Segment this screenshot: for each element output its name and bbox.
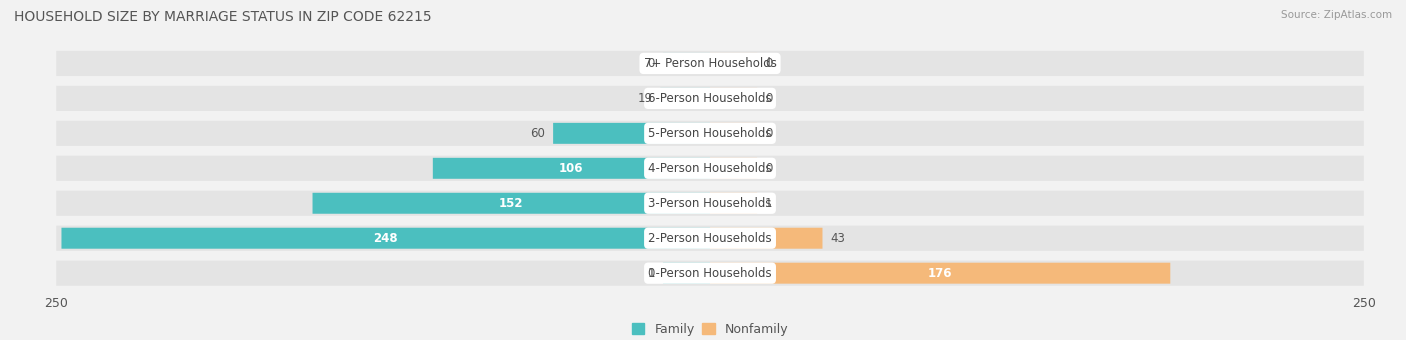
- FancyBboxPatch shape: [56, 121, 1364, 146]
- FancyBboxPatch shape: [56, 260, 1364, 286]
- Text: Source: ZipAtlas.com: Source: ZipAtlas.com: [1281, 10, 1392, 20]
- Text: 1-Person Households: 1-Person Households: [648, 267, 772, 280]
- Text: 176: 176: [928, 267, 952, 280]
- Text: 0: 0: [765, 92, 772, 105]
- Text: 6-Person Households: 6-Person Households: [648, 92, 772, 105]
- Text: 0: 0: [765, 162, 772, 175]
- FancyBboxPatch shape: [56, 51, 1364, 76]
- FancyBboxPatch shape: [710, 123, 756, 144]
- FancyBboxPatch shape: [661, 88, 710, 109]
- Text: 0: 0: [648, 57, 655, 70]
- Text: 2-Person Households: 2-Person Households: [648, 232, 772, 245]
- Text: 152: 152: [499, 197, 523, 210]
- Text: 4-Person Households: 4-Person Households: [648, 162, 772, 175]
- Text: 106: 106: [560, 162, 583, 175]
- Text: 0: 0: [765, 127, 772, 140]
- Text: 1: 1: [765, 197, 772, 210]
- FancyBboxPatch shape: [56, 191, 1364, 216]
- Text: 3-Person Households: 3-Person Households: [648, 197, 772, 210]
- Text: 60: 60: [530, 127, 546, 140]
- Legend: Family, Nonfamily: Family, Nonfamily: [627, 318, 793, 340]
- Text: 7+ Person Households: 7+ Person Households: [644, 57, 776, 70]
- FancyBboxPatch shape: [710, 158, 756, 179]
- FancyBboxPatch shape: [710, 263, 1170, 284]
- FancyBboxPatch shape: [56, 86, 1364, 111]
- FancyBboxPatch shape: [56, 156, 1364, 181]
- FancyBboxPatch shape: [664, 53, 710, 74]
- FancyBboxPatch shape: [433, 158, 710, 179]
- FancyBboxPatch shape: [553, 123, 710, 144]
- Text: 248: 248: [374, 232, 398, 245]
- Text: 0: 0: [765, 57, 772, 70]
- Text: 0: 0: [648, 267, 655, 280]
- FancyBboxPatch shape: [62, 228, 710, 249]
- FancyBboxPatch shape: [710, 228, 823, 249]
- Text: 43: 43: [831, 232, 845, 245]
- FancyBboxPatch shape: [664, 263, 710, 284]
- FancyBboxPatch shape: [710, 88, 756, 109]
- FancyBboxPatch shape: [312, 193, 710, 214]
- FancyBboxPatch shape: [56, 226, 1364, 251]
- Text: 5-Person Households: 5-Person Households: [648, 127, 772, 140]
- Text: 19: 19: [637, 92, 652, 105]
- FancyBboxPatch shape: [710, 53, 756, 74]
- Text: HOUSEHOLD SIZE BY MARRIAGE STATUS IN ZIP CODE 62215: HOUSEHOLD SIZE BY MARRIAGE STATUS IN ZIP…: [14, 10, 432, 24]
- FancyBboxPatch shape: [710, 193, 756, 214]
